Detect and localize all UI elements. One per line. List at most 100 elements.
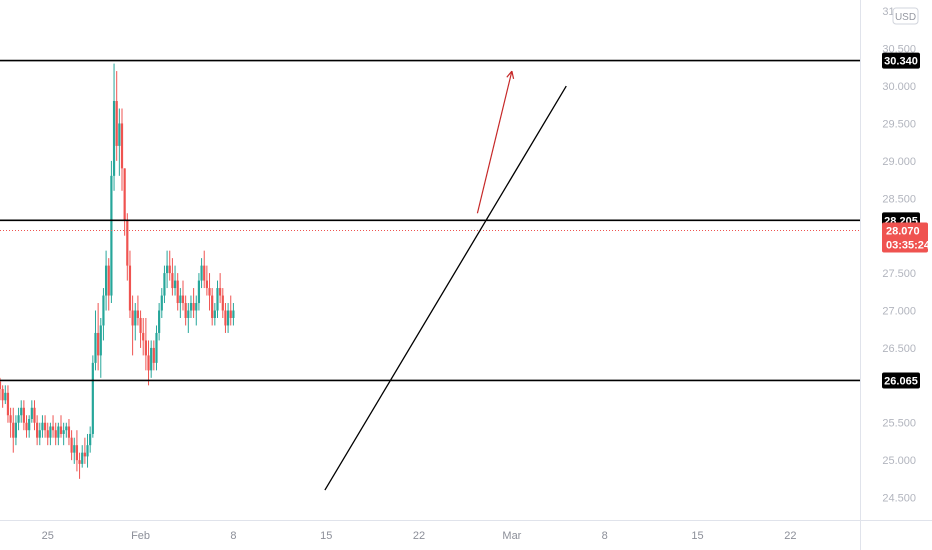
candle-body xyxy=(51,426,55,431)
arrow-head xyxy=(511,70,515,80)
candle-body xyxy=(33,407,36,423)
candle-body xyxy=(136,310,140,318)
level-badge xyxy=(882,372,920,389)
candle-body xyxy=(12,422,15,438)
candle-body xyxy=(86,445,89,457)
candle-body xyxy=(73,445,76,453)
time-axis[interactable]: 25 Feb 8 15 22 Mar 8 15 22 xyxy=(42,530,797,542)
y-tick-label: 25.500 xyxy=(882,418,916,430)
y-tick-label: 27.500 xyxy=(882,268,916,280)
currency-label: USD xyxy=(895,12,916,23)
current-price-badge xyxy=(882,222,928,253)
candle-body xyxy=(219,288,222,296)
y-tick-label: 30.000 xyxy=(882,81,916,93)
candle-body xyxy=(203,265,206,281)
x-tick-label: 25 xyxy=(42,530,54,542)
price-axis[interactable]: 31.00030.50030.00029.50029.00028.50027.5… xyxy=(882,6,916,504)
candle-body xyxy=(168,265,171,274)
candle-body xyxy=(123,168,126,221)
candle-body xyxy=(4,392,7,401)
candle-body xyxy=(0,381,2,390)
candle-body xyxy=(226,310,230,326)
candle-body xyxy=(38,430,41,438)
y-tick-label: 28.500 xyxy=(882,193,916,205)
candle-body xyxy=(197,280,201,304)
candle-body xyxy=(192,303,195,311)
candle-body xyxy=(102,295,105,326)
candle-body xyxy=(224,310,227,326)
x-tick-label: 15 xyxy=(691,530,703,542)
level-badge xyxy=(882,52,920,69)
candle-body xyxy=(211,295,214,318)
candle-body xyxy=(22,407,25,423)
candle-body xyxy=(97,332,100,356)
y-tick-label: 25.000 xyxy=(882,455,916,467)
candle-body xyxy=(17,415,20,423)
x-tick-label: 22 xyxy=(413,530,425,542)
candle-body xyxy=(160,295,163,311)
candle-body xyxy=(195,303,198,311)
candle-body xyxy=(70,437,73,453)
candle-body xyxy=(1,389,4,401)
x-tick-label: 15 xyxy=(320,530,332,542)
candle-body xyxy=(104,265,108,296)
candle-body xyxy=(200,265,203,281)
candle-body xyxy=(221,295,224,311)
x-tick-label: 8 xyxy=(602,530,608,542)
candle-body xyxy=(181,295,185,304)
x-tick-label: 22 xyxy=(784,530,796,542)
candle-body xyxy=(62,430,65,434)
candle-body xyxy=(99,325,102,356)
plot-background xyxy=(0,0,860,520)
candle-body xyxy=(126,220,129,266)
trendline[interactable] xyxy=(324,85,567,491)
candle-body xyxy=(128,265,132,311)
candle-body xyxy=(78,460,81,464)
candle-body xyxy=(144,340,147,356)
candle-body xyxy=(49,426,52,438)
candle-body xyxy=(25,422,28,431)
candle-body xyxy=(155,332,158,363)
candle-body xyxy=(6,392,10,416)
candle-body xyxy=(171,273,174,289)
candle-body xyxy=(46,430,49,438)
candle-body xyxy=(147,355,150,371)
candle-body xyxy=(107,265,110,296)
candle-body xyxy=(14,422,18,438)
candle-body xyxy=(75,445,79,461)
level-badge-label: 26.065 xyxy=(884,375,918,387)
candle-body xyxy=(20,407,23,416)
candle-body xyxy=(89,433,92,446)
candle-body xyxy=(139,317,142,333)
countdown-label: 03:35:24 xyxy=(886,239,931,251)
candle-body xyxy=(134,310,137,326)
candle-body xyxy=(229,310,232,318)
candle-body xyxy=(9,415,12,423)
candle-body xyxy=(173,280,177,289)
projection-arrow[interactable] xyxy=(476,70,515,214)
candle-body xyxy=(142,332,145,341)
candle-body xyxy=(150,347,153,371)
candle-body xyxy=(41,422,44,431)
x-tick-label: Feb xyxy=(131,530,150,542)
candle-body xyxy=(213,310,216,318)
candle-body xyxy=(208,288,211,296)
candle-body xyxy=(91,362,94,434)
candle-body xyxy=(187,310,190,318)
candle-body xyxy=(163,273,166,296)
candle-body xyxy=(179,295,182,304)
candle-body xyxy=(110,175,113,296)
x-tick-label: Mar xyxy=(502,530,521,542)
candle-body xyxy=(54,430,57,438)
candle-body xyxy=(81,452,84,464)
candle-body xyxy=(205,280,208,289)
candle-body xyxy=(232,310,235,318)
candle-body xyxy=(59,426,63,434)
candle-body xyxy=(30,407,33,419)
horizontal-levels xyxy=(0,59,860,382)
candle-body xyxy=(165,265,169,274)
candle-body xyxy=(115,101,118,146)
candle-body xyxy=(28,418,31,431)
